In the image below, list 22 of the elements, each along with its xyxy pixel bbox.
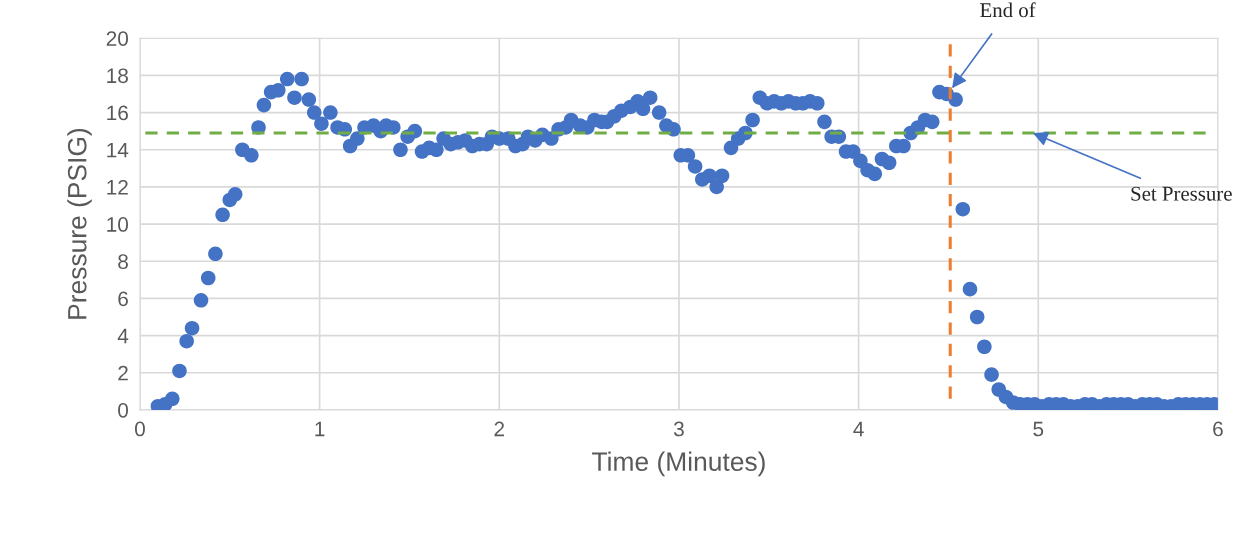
y-tick-label: 0 [118,402,129,418]
y-tick-label: 6 [118,291,128,307]
x-axis-title: Time (Minutes) [592,451,765,477]
annotation: Set Pressure [1131,186,1232,201]
annotation: End of [980,2,1036,18]
x-tick-label: 5 [1033,421,1044,437]
y-tick-label: 18 [107,68,128,84]
x-tick-label: 2 [494,421,505,437]
y-tick-label: 16 [107,105,128,121]
x-tick-label: 6 [1213,421,1223,437]
y-tick-label: 12 [107,179,128,195]
y-tick-label: 2 [118,365,128,381]
y-tick-label: 8 [118,254,128,270]
y-tick-label: 14 [107,142,129,158]
y-tick-label: 20 [106,31,129,46]
x-tick-label: 3 [673,421,684,437]
y-tick-label: 10 [107,217,129,232]
x-tick-label: 0 [134,421,145,437]
x-tick-label: 4 [853,421,864,437]
x-tick-label: 1 [315,421,325,437]
y-axis-title: Pressure (PSIG) [67,128,92,319]
y-tick-label: 4 [117,328,129,344]
